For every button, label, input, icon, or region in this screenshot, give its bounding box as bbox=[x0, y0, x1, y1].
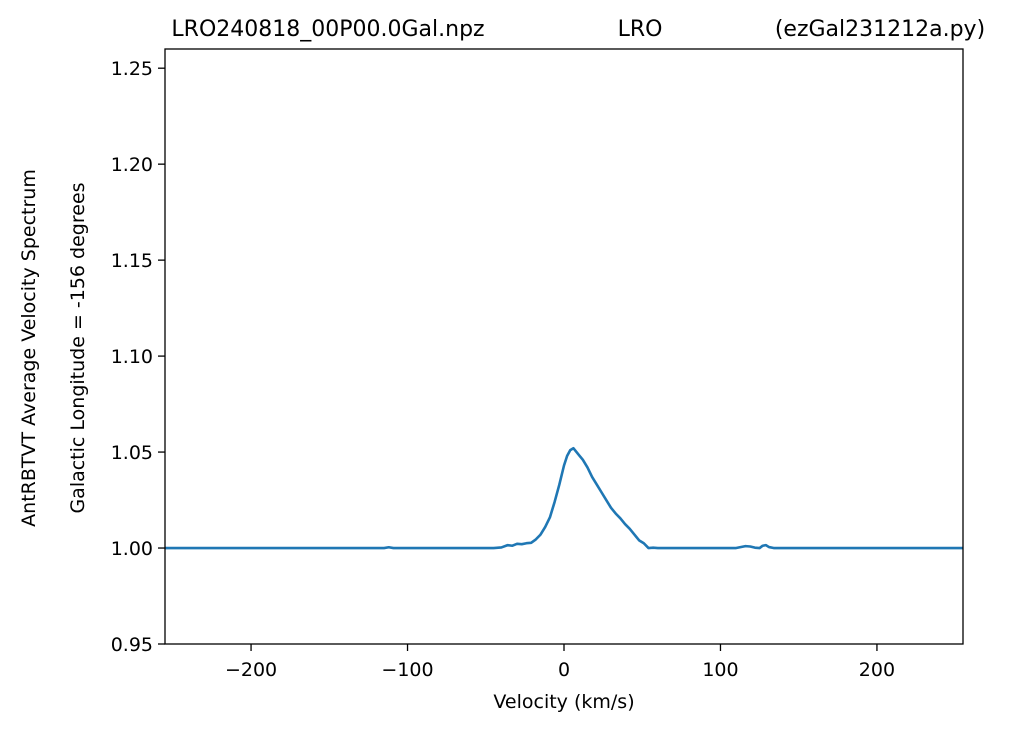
y-axis-label-line1: AntRBTVT Average Velocity Spectrum bbox=[18, 169, 40, 527]
spectrum-series-line bbox=[165, 446, 963, 550]
x-tick-label: 0 bbox=[558, 659, 570, 681]
y-tick-label: 1.05 bbox=[111, 442, 153, 464]
y-tick-label: 1.25 bbox=[111, 58, 153, 80]
chart-title-script: (ezGal231212a.py) bbox=[775, 17, 985, 42]
x-tick-label: 100 bbox=[702, 659, 738, 681]
chart-title-filename: LRO240818_00P00.0Gal.npz bbox=[171, 17, 484, 42]
x-axis-label: Velocity (km/s) bbox=[493, 691, 634, 713]
series-layer bbox=[165, 446, 963, 550]
x-tick-label: −100 bbox=[381, 659, 433, 681]
y-tick-label: 1.00 bbox=[111, 538, 153, 560]
plot-frame bbox=[164, 48, 964, 645]
y-tick-label: 0.95 bbox=[111, 634, 153, 656]
y-tick-label: 1.10 bbox=[111, 346, 153, 368]
ticks-layer: −200 −100 0 100 200 0.95 1.00 1.05 1.10 1.15 1.20 1… bbox=[111, 58, 895, 681]
x-tick-label: 200 bbox=[859, 659, 895, 681]
chart-title-station: LRO bbox=[618, 17, 663, 42]
y-tick-label: 1.15 bbox=[111, 250, 153, 272]
x-tick-label: −200 bbox=[225, 659, 277, 681]
y-axis-label-line2: Galactic Longitude = -156 degrees bbox=[67, 182, 89, 513]
y-tick-label: 1.20 bbox=[111, 154, 153, 176]
